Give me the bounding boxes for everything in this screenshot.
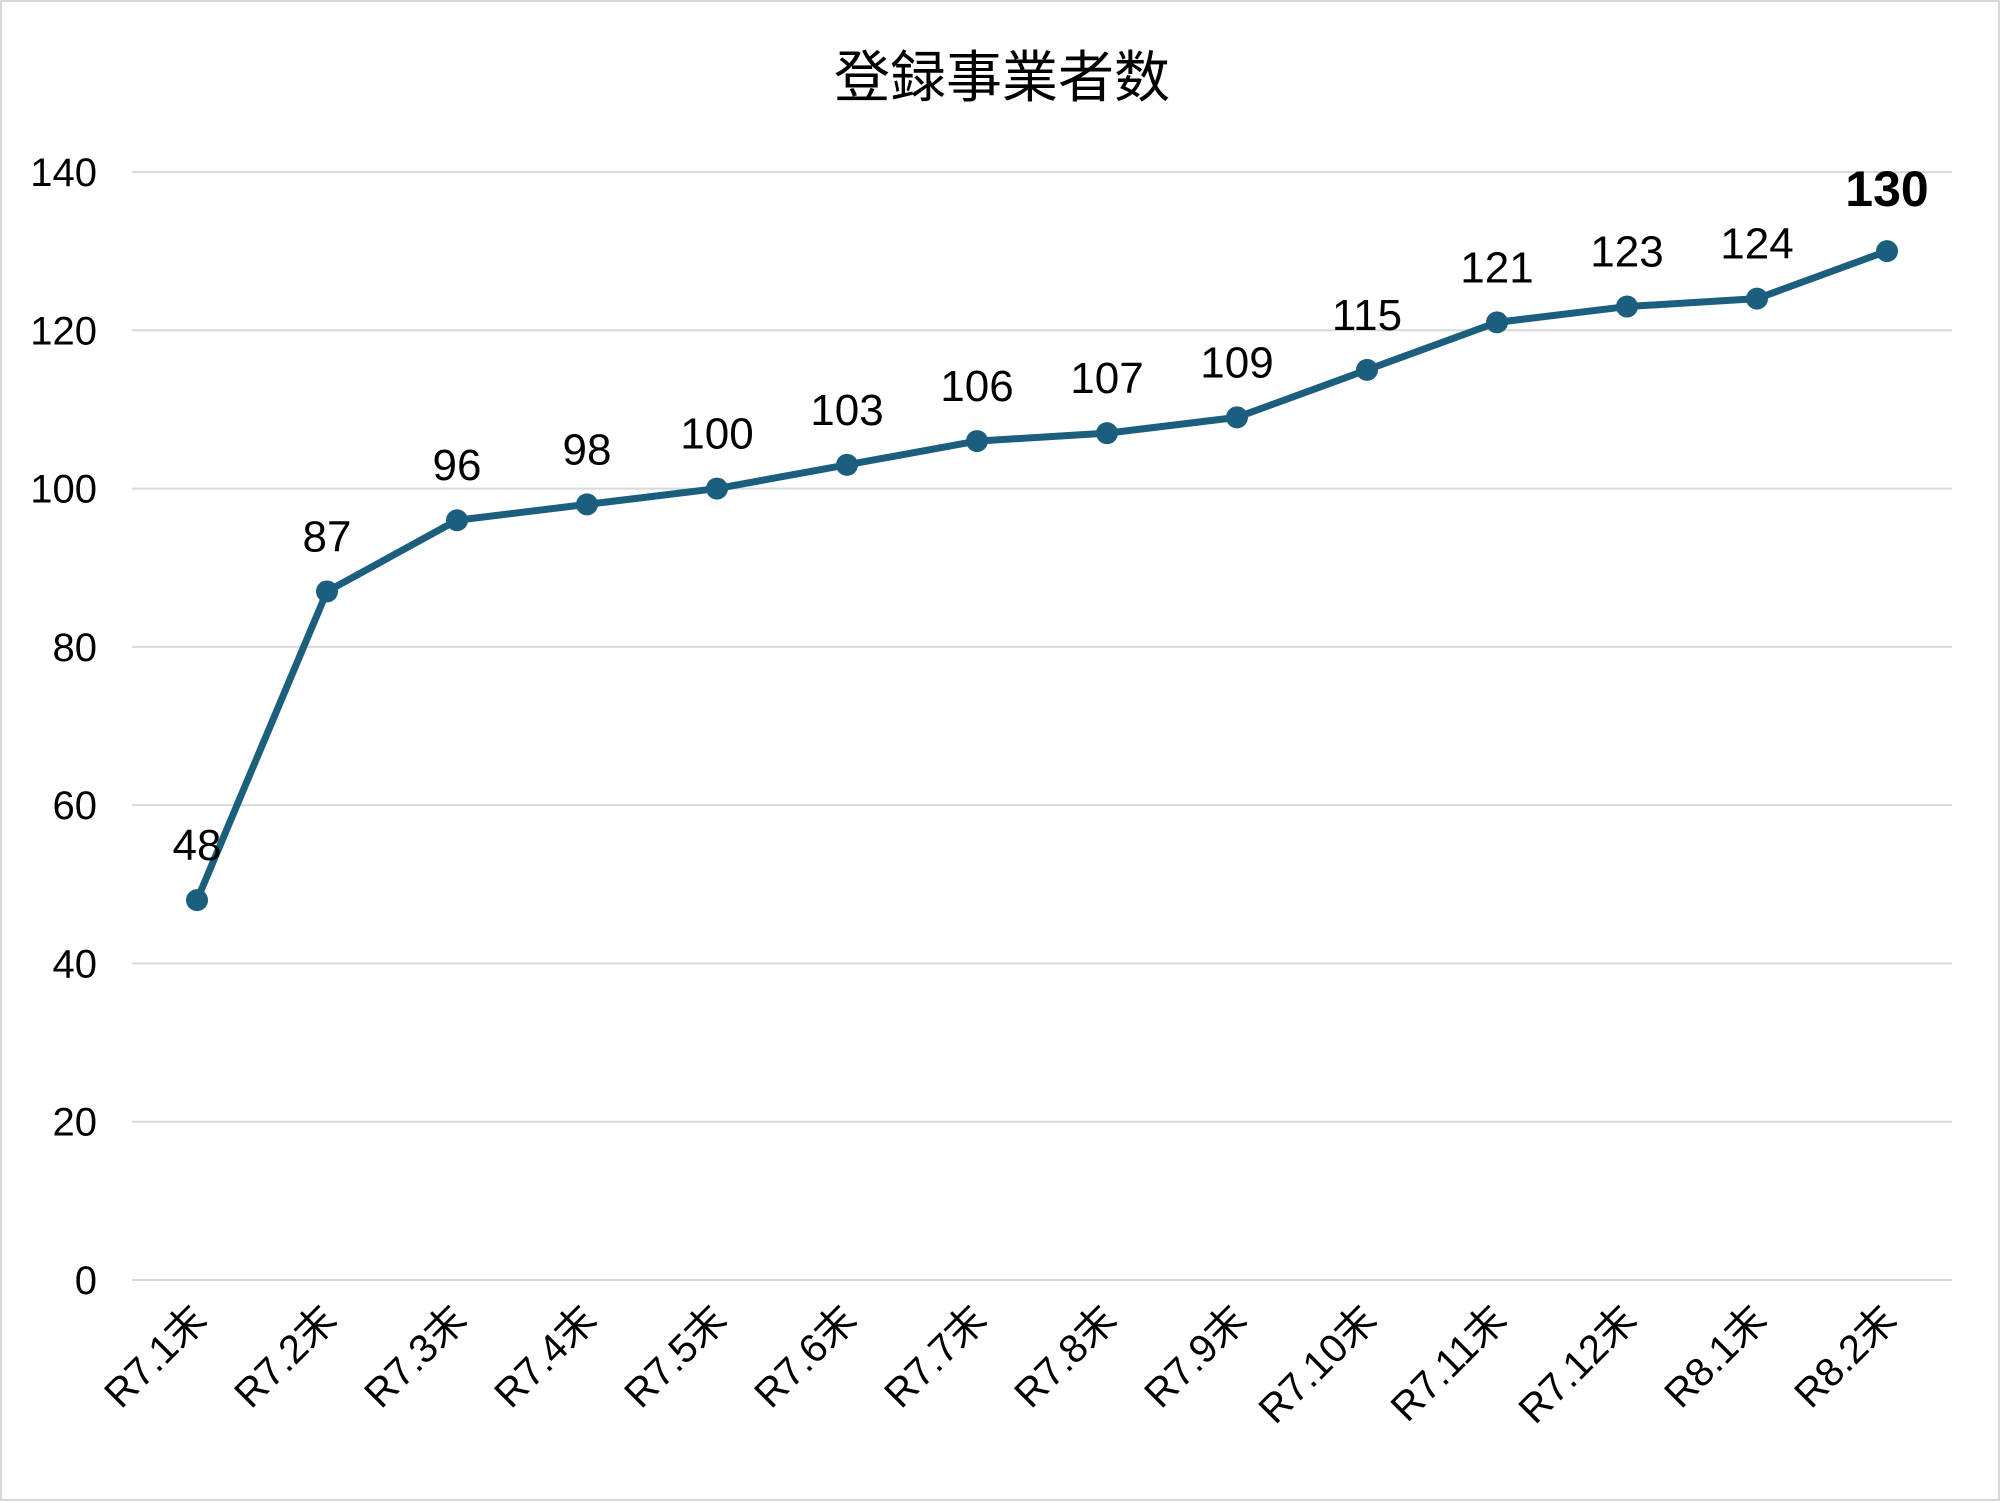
y-tick-label: 40 <box>53 942 98 986</box>
y-tick-label: 20 <box>53 1101 98 1145</box>
data-point <box>186 889 208 912</box>
data-label: 96 <box>433 441 482 490</box>
y-tick-label: 80 <box>53 626 98 670</box>
x-tick-label: R8.1末 <box>1656 1297 1775 1416</box>
data-label: 123 <box>1590 228 1663 277</box>
data-label: 106 <box>940 362 1013 411</box>
data-point <box>316 580 338 603</box>
x-tick-label: R7.4末 <box>486 1297 605 1416</box>
x-tick-label: R7.5末 <box>616 1297 735 1416</box>
y-tick-label: 140 <box>30 151 97 195</box>
data-point <box>1486 311 1508 334</box>
data-point <box>1356 358 1378 381</box>
data-label: 124 <box>1720 220 1793 269</box>
series-line <box>193 247 1891 904</box>
y-axis-tick-labels: 0 20 40 60 80 100 120 140 <box>30 151 97 1303</box>
x-tick-label: R7.6末 <box>746 1297 865 1416</box>
data-label: 98 <box>563 425 612 474</box>
x-tick-label: R7.1末 <box>96 1297 215 1416</box>
data-label: 103 <box>810 386 883 435</box>
data-label: 48 <box>173 821 222 870</box>
x-tick-label: R7.12末 <box>1510 1297 1645 1432</box>
data-label: 107 <box>1070 354 1143 403</box>
data-point <box>576 493 598 516</box>
x-tick-label: R7.11末 <box>1383 1297 1516 1430</box>
data-label: 100 <box>680 410 753 459</box>
data-point <box>1876 240 1898 263</box>
x-tick-label: R7.3末 <box>356 1297 475 1416</box>
data-label: 115 <box>1332 291 1402 340</box>
data-label: 109 <box>1200 338 1273 387</box>
x-axis-tick-labels: R7.1末 R7.2末 R7.3末 R7.4末 R7.5末 R7.6末 R7.7末 R7.8末… <box>96 1297 1905 1432</box>
y-tick-label: 0 <box>75 1259 97 1303</box>
series-line-group <box>186 240 1898 912</box>
x-tick-label: R7.2末 <box>226 1297 345 1416</box>
data-point <box>1096 422 1118 445</box>
data-label: 130 <box>1845 161 1928 217</box>
x-tick-label: R7.9末 <box>1136 1297 1255 1416</box>
y-tick-label: 120 <box>30 309 97 353</box>
data-label: 87 <box>303 512 352 561</box>
data-point <box>1226 406 1248 429</box>
data-labels: 48 87 96 98 100 103 106 107 109 115 121 123 124 130 <box>173 161 1929 870</box>
data-point <box>836 453 858 476</box>
data-point <box>1616 295 1638 318</box>
x-tick-label: R8.2末 <box>1786 1297 1905 1416</box>
x-tick-label: R7.8末 <box>1006 1297 1125 1416</box>
x-tick-label: R7.10末 <box>1250 1297 1385 1432</box>
y-tick-label: 100 <box>30 468 97 512</box>
x-tick-label: R7.7末 <box>876 1297 995 1416</box>
data-label: 121 <box>1460 243 1533 292</box>
gridlines <box>132 171 1952 1281</box>
y-tick-label: 60 <box>53 784 98 828</box>
chart-title: 登録事業者数 <box>834 46 1170 111</box>
data-point <box>706 477 728 500</box>
data-point <box>966 430 988 453</box>
data-point <box>446 509 468 532</box>
data-point <box>1746 287 1768 310</box>
